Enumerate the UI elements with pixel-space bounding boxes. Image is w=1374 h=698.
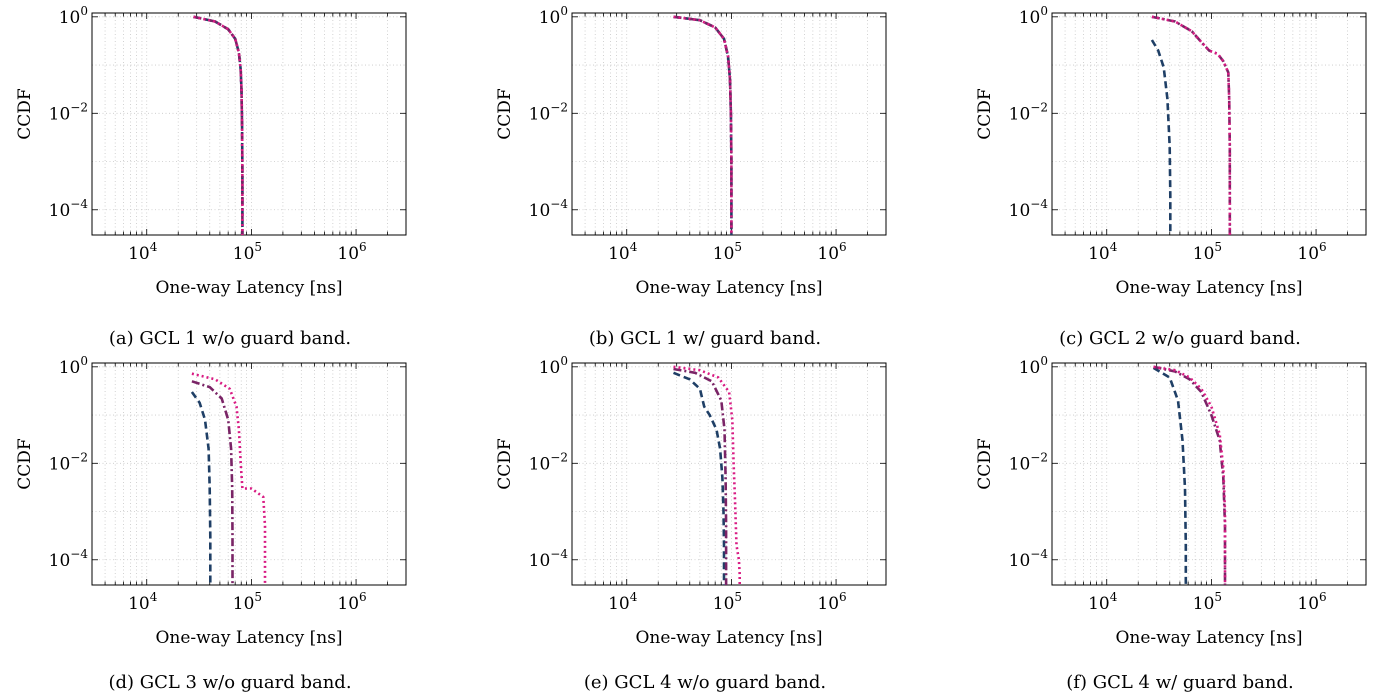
chart-panel-4: 104 105 106 100 10−2 10−4 One-way Latency [ns]… bbox=[15, 354, 407, 693]
series-line-dashdot bbox=[191, 380, 234, 585]
x-ticks bbox=[91, 363, 407, 585]
y-tick-label: 10−4 bbox=[49, 197, 89, 221]
x-tick-label: 104 bbox=[608, 240, 638, 264]
y-axis-label: CCDF bbox=[15, 88, 35, 140]
series-line-dotted bbox=[1151, 15, 1232, 235]
x-axis-label: One-way Latency [ns] bbox=[635, 278, 822, 298]
panel-caption: (b) GCL 1 w/ guard band. bbox=[589, 328, 821, 349]
y-tick-label: 10−2 bbox=[1009, 450, 1048, 474]
series-line-dashdot bbox=[193, 15, 244, 235]
y-axis-label: CCDF bbox=[495, 88, 515, 140]
plot-frame bbox=[91, 12, 407, 236]
grid bbox=[1051, 13, 1367, 235]
y-tick-label: 10−4 bbox=[529, 197, 569, 221]
series-line-dotted bbox=[673, 365, 742, 585]
x-tick-label: 104 bbox=[1088, 240, 1118, 264]
y-axis-label: CCDF bbox=[975, 88, 995, 140]
chart-panel-6: 104 105 106 100 10−2 10−4 One-way Latency [ns]… bbox=[975, 354, 1367, 693]
x-tick-label: 105 bbox=[233, 240, 262, 264]
x-tick-label: 106 bbox=[337, 590, 366, 614]
y-tick-label: 10−2 bbox=[49, 100, 88, 124]
x-tick-label: 105 bbox=[233, 590, 262, 614]
y-tick-label: 100 bbox=[59, 4, 88, 28]
x-tick-label: 105 bbox=[1193, 240, 1222, 264]
series-line-dashdot bbox=[673, 367, 728, 585]
plot-frame bbox=[571, 362, 887, 586]
plot-frame bbox=[571, 12, 887, 236]
panel-caption: (e) GCL 4 w/o guard band. bbox=[584, 672, 826, 693]
series-line-dashed bbox=[190, 391, 212, 585]
y-tick-label: 10−4 bbox=[1009, 547, 1049, 571]
series-line-dotted bbox=[1153, 365, 1227, 585]
x-axis-label: One-way Latency [ns] bbox=[1115, 278, 1302, 298]
grid bbox=[91, 13, 407, 235]
plot-frame bbox=[1051, 12, 1367, 236]
panel-caption: (c) GCL 2 w/o guard band. bbox=[1059, 328, 1301, 349]
series-line-dotted bbox=[191, 372, 267, 585]
y-tick-label: 10−2 bbox=[1009, 100, 1048, 124]
series-line-dashed bbox=[1152, 366, 1188, 585]
x-ticks bbox=[571, 13, 887, 235]
series-line-dashed bbox=[1150, 39, 1172, 235]
grid bbox=[571, 13, 887, 235]
plot-frame bbox=[91, 362, 407, 586]
x-ticks bbox=[1051, 363, 1367, 585]
chart-panel-1: 104 105 106 100 10−2 10−4 One-way Latency [ns]… bbox=[15, 4, 407, 349]
x-axis-label: One-way Latency [ns] bbox=[155, 278, 342, 298]
x-tick-label: 105 bbox=[1193, 590, 1222, 614]
panel-caption: (d) GCL 3 w/o guard band. bbox=[108, 672, 351, 693]
grid bbox=[571, 363, 887, 585]
y-tick-label: 100 bbox=[539, 4, 568, 28]
y-tick-label: 100 bbox=[59, 354, 88, 378]
series-line-dotted bbox=[673, 15, 733, 235]
x-tick-label: 104 bbox=[128, 240, 158, 264]
x-axis-label: One-way Latency [ns] bbox=[635, 628, 822, 648]
x-tick-label: 104 bbox=[1088, 590, 1118, 614]
y-tick-label: 100 bbox=[1019, 354, 1048, 378]
x-ticks bbox=[571, 363, 887, 585]
x-ticks bbox=[91, 13, 407, 235]
series-line-dashdot bbox=[673, 15, 733, 235]
series-line-dashdot bbox=[1153, 365, 1227, 585]
panel-caption: (a) GCL 1 w/o guard band. bbox=[109, 328, 351, 349]
x-ticks bbox=[1051, 13, 1367, 235]
chart-panel-5: 104 105 106 100 10−2 10−4 One-way Latency [ns]… bbox=[495, 354, 887, 693]
series-line-dashed bbox=[673, 371, 726, 585]
y-tick-label: 10−2 bbox=[49, 450, 88, 474]
panel-caption: (f) GCL 4 w/ guard band. bbox=[1066, 672, 1293, 693]
grid bbox=[1051, 363, 1367, 585]
series-line-dashed bbox=[673, 15, 733, 235]
x-tick-label: 106 bbox=[1297, 240, 1326, 264]
x-tick-label: 106 bbox=[817, 590, 846, 614]
y-tick-label: 100 bbox=[539, 354, 568, 378]
chart-panel-2: 104 105 106 100 10−2 10−4 One-way Latency [ns]… bbox=[495, 4, 887, 349]
x-tick-label: 106 bbox=[817, 240, 846, 264]
y-axis-label: CCDF bbox=[975, 438, 995, 490]
panels-group: 104 105 106 100 10−2 10−4 One-way Latency [ns]… bbox=[15, 4, 1367, 693]
y-tick-label: 10−2 bbox=[529, 450, 568, 474]
x-tick-label: 104 bbox=[608, 590, 638, 614]
series-line-dashed bbox=[193, 15, 244, 235]
x-axis-label: One-way Latency [ns] bbox=[1115, 628, 1302, 648]
x-tick-label: 105 bbox=[713, 240, 742, 264]
x-axis-label: One-way Latency [ns] bbox=[155, 628, 342, 648]
plot-frame bbox=[1051, 362, 1367, 586]
x-tick-label: 104 bbox=[128, 590, 158, 614]
y-axis-label: CCDF bbox=[495, 438, 515, 490]
chart-panel-3: 104 105 106 100 10−2 10−4 One-way Latency [ns]… bbox=[975, 4, 1367, 349]
y-tick-label: 10−4 bbox=[1009, 197, 1049, 221]
series-line-dashdot bbox=[1151, 15, 1232, 235]
y-tick-label: 10−2 bbox=[529, 100, 568, 124]
x-tick-label: 106 bbox=[1297, 590, 1326, 614]
y-tick-label: 100 bbox=[1019, 4, 1048, 28]
x-tick-label: 106 bbox=[337, 240, 366, 264]
y-tick-label: 10−4 bbox=[49, 547, 89, 571]
y-axis-label: CCDF bbox=[15, 438, 35, 490]
y-tick-label: 10−4 bbox=[529, 547, 569, 571]
grid bbox=[91, 363, 407, 585]
x-tick-label: 105 bbox=[713, 590, 742, 614]
